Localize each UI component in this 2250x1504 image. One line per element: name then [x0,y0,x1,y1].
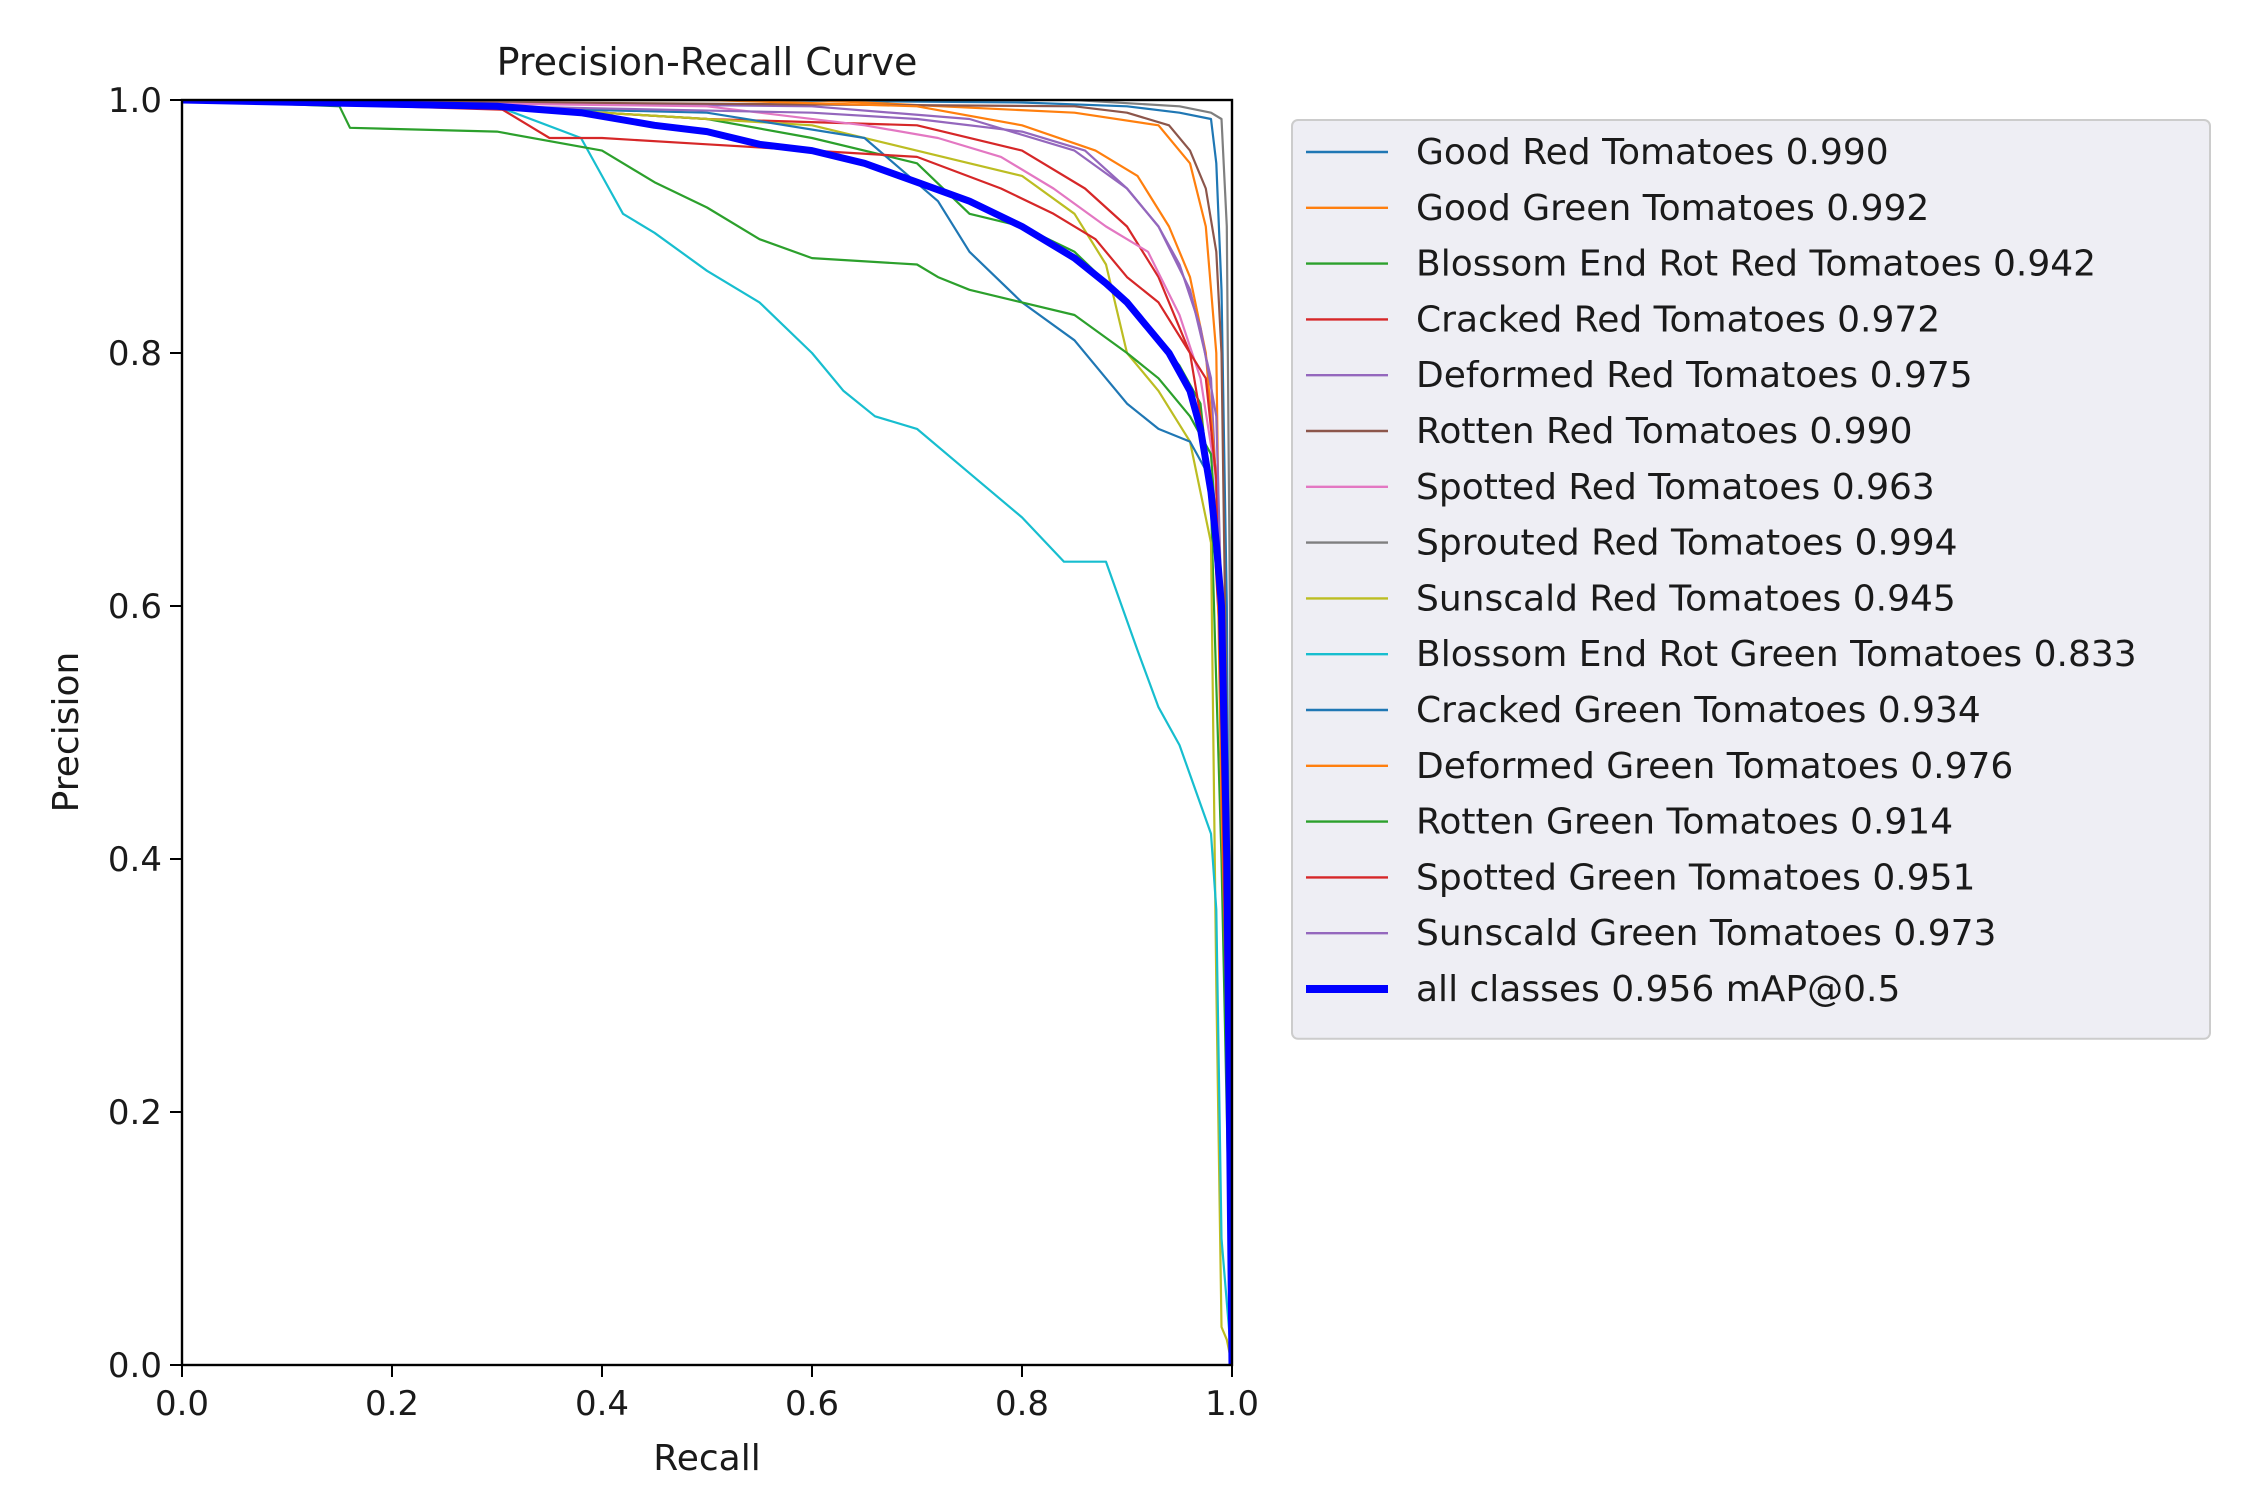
series-line-14 [182,100,1232,1365]
series-line-1 [182,100,1232,1365]
x-tick-label: 0.0 [155,1384,209,1424]
series-line-6 [182,100,1232,1365]
y-tick-label: 0.8 [108,334,162,374]
legend-entry: Deformed Red Tomatoes 0.975 [1416,355,1973,396]
legend-entry: Blossom End Rot Green Tomatoes 0.833 [1416,634,2137,675]
legend-entry: Good Red Tomatoes 0.990 [1416,132,1889,173]
legend-entry: Rotten Red Tomatoes 0.990 [1416,411,1912,452]
series-line-15 [182,100,1232,1365]
y-tick-label: 0.2 [108,1093,162,1133]
legend-entry: Cracked Red Tomatoes 0.972 [1416,299,1940,340]
y-tick-label: 0.0 [108,1346,162,1386]
series-line-2 [182,100,1232,1365]
series-line-12 [182,100,1232,1365]
series-line-10 [182,100,1232,1365]
legend-entry: Deformed Green Tomatoes 0.976 [1416,746,2013,787]
y-tick-label: 0.6 [108,587,162,627]
x-tick-label: 0.2 [365,1384,419,1424]
legend: Good Red Tomatoes 0.990 Good Green Tomato… [1291,119,2211,1040]
y-axis-label: Precision [46,652,87,813]
legend-entry: Sunscald Green Tomatoes 0.973 [1416,913,1996,954]
legend-entry: Cracked Green Tomatoes 0.934 [1416,690,1981,731]
legend-entry: Sunscald Red Tomatoes 0.945 [1416,578,1956,619]
legend-entry: Rotten Green Tomatoes 0.914 [1416,802,1953,843]
legend-entry: Good Green Tomatoes 0.992 [1416,188,1929,229]
legend-entry: Sprouted Red Tomatoes 0.994 [1416,523,1958,564]
y-tick-label: 0.4 [108,840,162,880]
series-line-9 [182,100,1232,1365]
y-axis: 0.0 0.2 0.4 0.6 0.8 1.0 [108,81,182,1386]
series-line-0 [182,100,1232,1365]
plot-frame [180,98,1234,1367]
x-tick-label: 0.4 [575,1384,629,1424]
x-axis-label: Recall [653,1438,760,1479]
y-tick-label: 1.0 [108,81,162,121]
x-tick-label: 0.6 [785,1384,839,1424]
series-line-4 [182,100,1232,1365]
x-tick-label: 1.0 [1205,1384,1259,1424]
x-axis: 0.0 0.2 0.4 0.6 0.8 1.0 [155,1365,1259,1424]
series-line-5 [182,100,1232,1365]
series-line-7 [182,100,1232,1365]
series-line-11 [182,100,1232,1365]
legend-entry: Blossom End Rot Red Tomatoes 0.942 [1416,244,2096,285]
x-tick-label: 0.8 [995,1384,1049,1424]
legend-box [1291,119,2211,1040]
legend-entry: Spotted Red Tomatoes 0.963 [1416,467,1935,508]
series-group [182,100,1232,1365]
legend-entry: Spotted Green Tomatoes 0.951 [1416,857,1975,898]
series-line-13 [182,100,1232,1365]
legend-entry: all classes 0.956 mAP@0.5 [1416,969,1900,1010]
series-line-3 [182,100,1232,1365]
chart-title: Precision-Recall Curve [497,40,918,84]
series-line-8 [182,100,1232,1365]
